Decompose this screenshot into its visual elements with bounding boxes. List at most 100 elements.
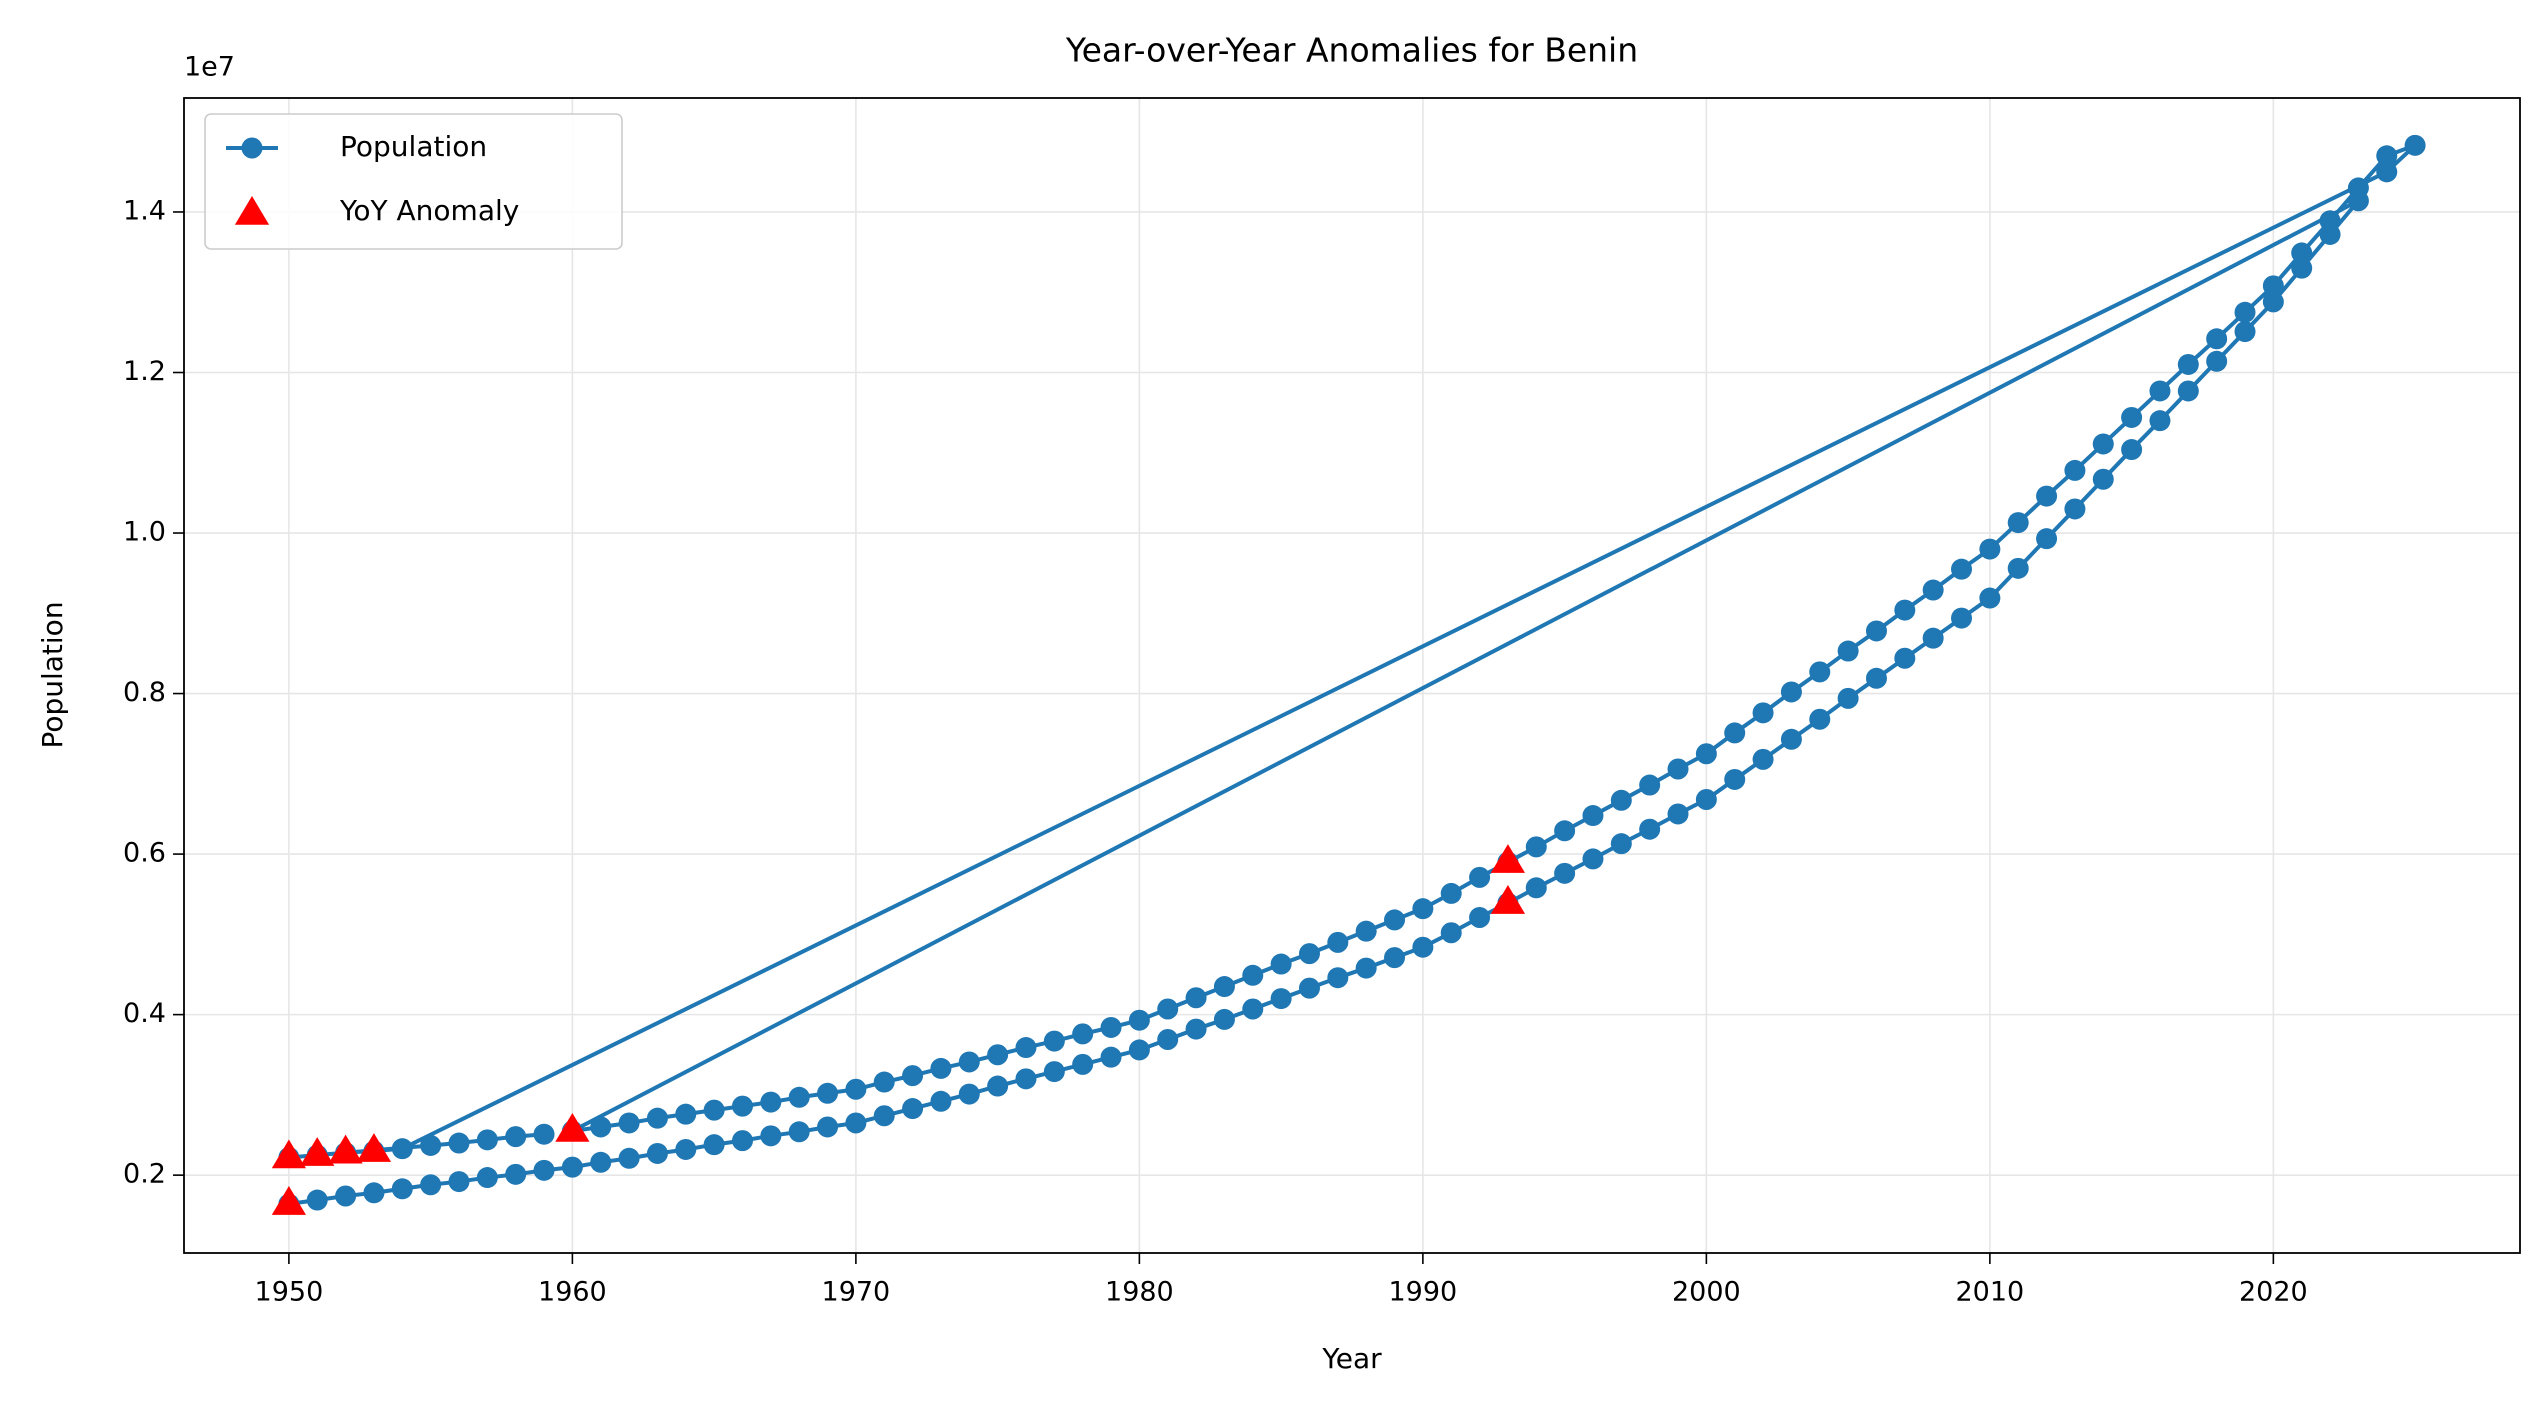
data-point [420, 1134, 442, 1156]
legend-label: YoY Anomaly [339, 194, 519, 227]
data-point [1610, 833, 1632, 855]
data-point [476, 1129, 498, 1151]
data-point [1043, 1061, 1065, 1083]
data-point [1185, 1018, 1207, 1040]
data-point [646, 1107, 668, 1129]
data-point [2007, 557, 2029, 579]
data-point [335, 1185, 357, 1207]
data-point [731, 1130, 753, 1152]
y-tick-label: 1.4 [123, 195, 166, 226]
data-point [1837, 640, 1859, 662]
data-point [2376, 161, 2398, 183]
data-point [1979, 538, 2001, 560]
data-point [902, 1065, 924, 1087]
legend-box [204, 113, 623, 250]
y-tick-label: 0.2 [123, 1159, 166, 1190]
data-point [2036, 528, 2058, 550]
data-point [958, 1051, 980, 1073]
data-point [788, 1086, 810, 1108]
data-point [873, 1105, 895, 1127]
data-point [1015, 1037, 1037, 1059]
data-point [306, 1189, 328, 1211]
data-point [1695, 743, 1717, 765]
data-point [1327, 931, 1349, 953]
data-point [1440, 882, 1462, 904]
data-point [2064, 459, 2086, 481]
data-point [2291, 257, 2313, 279]
data-point [1780, 728, 1802, 750]
data-point [590, 1116, 612, 1138]
data-point [2234, 321, 2256, 343]
data-point [618, 1112, 640, 1134]
data-point [363, 1182, 385, 1204]
data-point [987, 1044, 1009, 1066]
axes-frame [183, 97, 2521, 1254]
data-point [476, 1167, 498, 1189]
data-point [1072, 1053, 1094, 1075]
data-point [2291, 242, 2313, 264]
data-point [817, 1082, 839, 1104]
data-point [420, 1174, 442, 1196]
data-point [1922, 627, 1944, 649]
anomaly-marker [1490, 885, 1526, 914]
legend: Population YoY Anomaly [204, 113, 623, 250]
data-point [1894, 647, 1916, 669]
data-point [2347, 177, 2369, 199]
data-point [1780, 681, 1802, 703]
data-point [1582, 848, 1604, 870]
data-point [1072, 1023, 1094, 1045]
data-point [2149, 410, 2171, 432]
data-point [817, 1116, 839, 1138]
data-point [1809, 708, 1831, 730]
anomaly-marker [1490, 844, 1526, 873]
data-point [1015, 1068, 1037, 1090]
data-point [590, 1151, 612, 1173]
y-tick-label: 1.0 [123, 517, 166, 548]
data-point [1043, 1030, 1065, 1052]
data-point [1667, 758, 1689, 780]
data-point [2177, 353, 2199, 375]
data-point [1582, 805, 1604, 827]
data-point [873, 1071, 895, 1093]
ticks: 1950 1960 1970 1980 1990 2000 2010 2020 0.2 0.4 0.… [123, 195, 2308, 1307]
data-point [703, 1099, 725, 1121]
data-point [1724, 722, 1746, 744]
data-point [1752, 748, 1774, 770]
data-point [788, 1121, 810, 1143]
data-point [1837, 687, 1859, 709]
legend-label: Population [340, 130, 487, 163]
data-point [930, 1090, 952, 1112]
data-point [1270, 953, 1292, 975]
data-point [1525, 836, 1547, 858]
anomaly-marker [271, 1139, 306, 1169]
y-tick-label: 0.8 [123, 677, 166, 708]
y-tick-label: 1.2 [123, 356, 166, 387]
data-point [1752, 702, 1774, 724]
x-tick-label: 1980 [1105, 1277, 1174, 1308]
data-point [1554, 820, 1576, 842]
data-point [1412, 936, 1434, 958]
data-point [1724, 768, 1746, 790]
data-point [2149, 380, 2171, 402]
data-point [2064, 498, 2086, 520]
x-tick-label: 1950 [255, 1277, 324, 1308]
data-point [1128, 1039, 1150, 1061]
data-point [1384, 947, 1406, 969]
data-point [1157, 1028, 1179, 1050]
data-point [1242, 964, 1264, 986]
x-tick-label: 2020 [2239, 1277, 2308, 1308]
data-point [987, 1075, 1009, 1097]
y-tick-label: 0.4 [123, 998, 166, 1029]
anomaly-marker [356, 1133, 392, 1162]
x-tick-label: 1970 [822, 1277, 891, 1308]
chart-title: Year-over-Year Anomalies for Benin [1065, 31, 1638, 70]
data-point [1242, 998, 1264, 1020]
data-point [391, 1138, 413, 1160]
data-point [1610, 789, 1632, 811]
data-point [1469, 866, 1491, 888]
data-point [1298, 977, 1320, 999]
data-point [1951, 558, 1973, 580]
data-point [2036, 485, 2058, 507]
data-point [1554, 862, 1576, 884]
